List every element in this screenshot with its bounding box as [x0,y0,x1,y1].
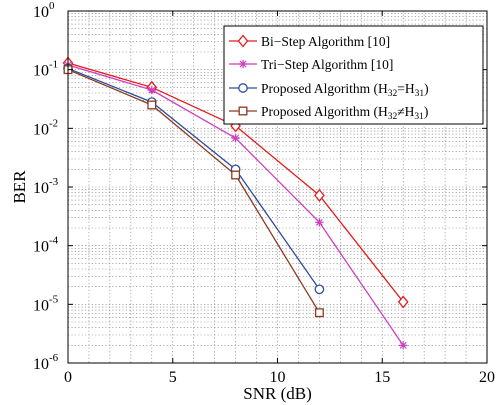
series-2 [63,60,408,350]
x-tick-label: 0 [64,369,72,386]
data-point [231,170,241,180]
y-tick-exponent: -4 [49,235,59,247]
legend-label-part: Proposed Algorithm (H [261,81,388,96]
y-tick-exponent: -2 [49,117,58,129]
legend: Bi−Step Algorithm [10] Tri−Step Algorithm… [223,25,484,125]
data-point [147,100,157,110]
y-tick-base: 10 [33,180,49,197]
y-axis-label: BER [10,170,29,204]
y-tick-base: 10 [33,4,49,21]
y-tick-label: 10-4 [33,235,59,256]
y-tick-exponent: 0 [49,0,55,12]
legend-label-part: ≠H [397,104,414,119]
legend-label-part: ) [424,104,429,119]
legend-label: Proposed Algorithm (H32=H31) [261,81,429,99]
series-line [67,69,320,314]
legend-entry: Tri−Step Algorithm [10] [229,57,393,72]
legend-marker [238,83,248,93]
y-tick-base: 10 [33,63,49,80]
legend-subscript: 31 [414,112,424,122]
data-point [314,284,325,295]
legend-subscript: 31 [415,89,425,99]
data-point [147,85,156,95]
legend-label: Tri−Step Algorithm [10] [261,57,393,72]
y-tick-base: 10 [33,121,49,138]
legend-entry: Proposed Algorithm (H32≠H31) [229,104,428,122]
y-tick-base: 10 [33,297,49,314]
legend-label-part: Proposed Algorithm (H [261,104,388,119]
legend-label-part: =H [397,81,415,96]
data-point [397,295,409,309]
legend-marker [237,34,249,48]
legend-subscript: 32 [388,89,398,99]
legend-label-part: ) [424,81,429,96]
legend-subscript: 32 [388,112,398,122]
y-tick-exponent: -1 [49,59,58,71]
legend-marker [238,59,248,69]
legend-entry: Bi−Step Algorithm [10] [229,34,390,49]
data-point [315,218,324,227]
y-tick-exponent: -3 [49,176,59,188]
y-tick-exponent: -5 [49,293,59,305]
y-tick-label: 10-5 [33,293,59,314]
y-tick-label: 10-3 [33,176,59,197]
legend-box [223,25,484,125]
data-point [314,308,324,318]
series-line [67,67,320,290]
x-tick-label: 20 [479,369,495,386]
x-tick-label: 10 [270,369,286,386]
legend-entry: Proposed Algorithm (H32=H31) [229,81,429,99]
x-tick-label: 5 [169,369,177,386]
y-tick-base: 10 [33,356,49,373]
legend-label: Proposed Algorithm (H32≠H31) [261,104,428,122]
x-axis-label: SNR (dB) [243,384,311,403]
y-tick-label: 100 [33,0,55,21]
x-tick-label: 15 [374,369,390,386]
data-point [314,188,325,202]
y-tick-label: 10-1 [33,59,58,80]
data-point [399,341,408,350]
y-tick-base: 10 [33,239,49,256]
legend-label: Bi−Step Algorithm [10] [261,34,390,49]
y-tick-exponent: -6 [49,352,59,364]
y-tick-label: 10-2 [33,117,58,138]
data-point [231,133,240,143]
y-tick-label: 10-6 [33,352,59,373]
legend-marker [238,106,248,116]
